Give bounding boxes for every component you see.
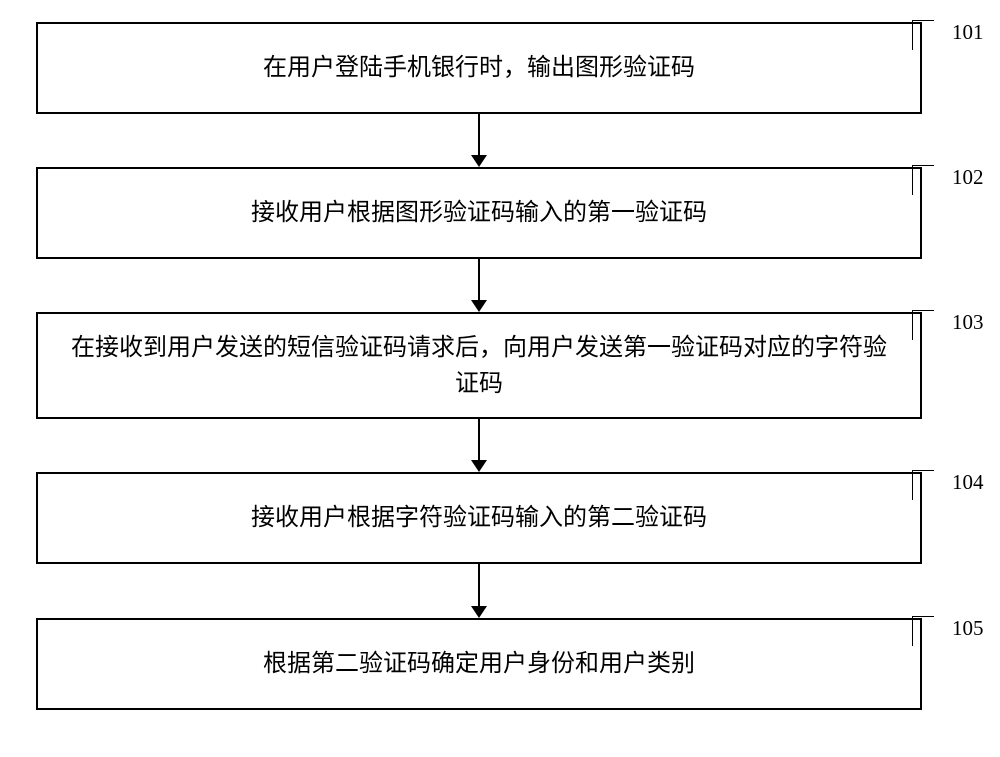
step-label-103: 103	[952, 310, 984, 335]
step-label-101: 101	[952, 20, 984, 45]
step-label-104: 104	[952, 470, 984, 495]
step-box-103: 在接收到用户发送的短信验证码请求后，向用户发送第一验证码对应的字符验证码	[36, 312, 922, 419]
arrow-104-to-105	[471, 564, 487, 618]
step-label-hook-104	[912, 470, 938, 502]
step-label-105: 105	[952, 616, 984, 641]
step-text: 在用户登陆手机银行时，输出图形验证码	[263, 50, 695, 86]
arrow-103-to-104	[471, 419, 487, 472]
step-text: 接收用户根据图形验证码输入的第一验证码	[251, 195, 707, 231]
step-box-102: 接收用户根据图形验证码输入的第一验证码	[36, 167, 922, 259]
step-label-hook-103	[912, 310, 938, 342]
arrow-102-to-103	[471, 259, 487, 312]
step-box-104: 接收用户根据字符验证码输入的第二验证码	[36, 472, 922, 564]
step-text: 在接收到用户发送的短信验证码请求后，向用户发送第一验证码对应的字符验证码	[66, 330, 892, 402]
step-label-102: 102	[952, 165, 984, 190]
step-text: 根据第二验证码确定用户身份和用户类别	[263, 646, 695, 682]
arrow-101-to-102	[471, 114, 487, 167]
step-label-hook-102	[912, 165, 938, 197]
flowchart-canvas: 在用户登陆手机银行时，输出图形验证码 101 接收用户根据图形验证码输入的第一验证码…	[0, 0, 1000, 757]
step-label-hook-101	[912, 20, 938, 52]
step-box-105: 根据第二验证码确定用户身份和用户类别	[36, 618, 922, 710]
step-box-101: 在用户登陆手机银行时，输出图形验证码	[36, 22, 922, 114]
step-label-hook-105	[912, 616, 938, 648]
step-text: 接收用户根据字符验证码输入的第二验证码	[251, 500, 707, 536]
